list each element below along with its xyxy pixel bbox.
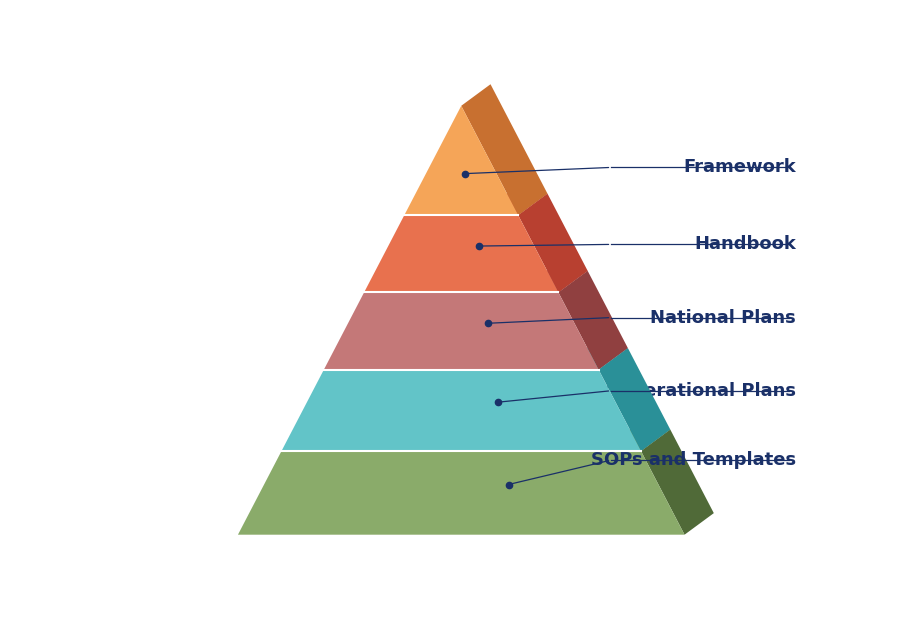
Polygon shape — [558, 271, 628, 369]
Polygon shape — [404, 194, 547, 215]
Polygon shape — [238, 451, 685, 535]
Polygon shape — [461, 84, 547, 215]
Polygon shape — [641, 429, 714, 535]
Polygon shape — [364, 271, 588, 292]
Text: Sub-Sector Operational Plans: Sub-Sector Operational Plans — [499, 382, 796, 400]
Polygon shape — [404, 106, 518, 215]
Text: Handbook: Handbook — [694, 236, 796, 253]
Polygon shape — [324, 292, 598, 369]
Polygon shape — [518, 194, 588, 292]
Polygon shape — [282, 429, 670, 451]
Text: National Plans: National Plans — [651, 309, 796, 326]
Polygon shape — [324, 348, 628, 369]
Text: Framework: Framework — [683, 158, 796, 176]
Polygon shape — [282, 369, 641, 451]
Polygon shape — [598, 348, 670, 451]
Text: SOPs and Templates: SOPs and Templates — [591, 451, 796, 469]
Polygon shape — [364, 215, 558, 292]
